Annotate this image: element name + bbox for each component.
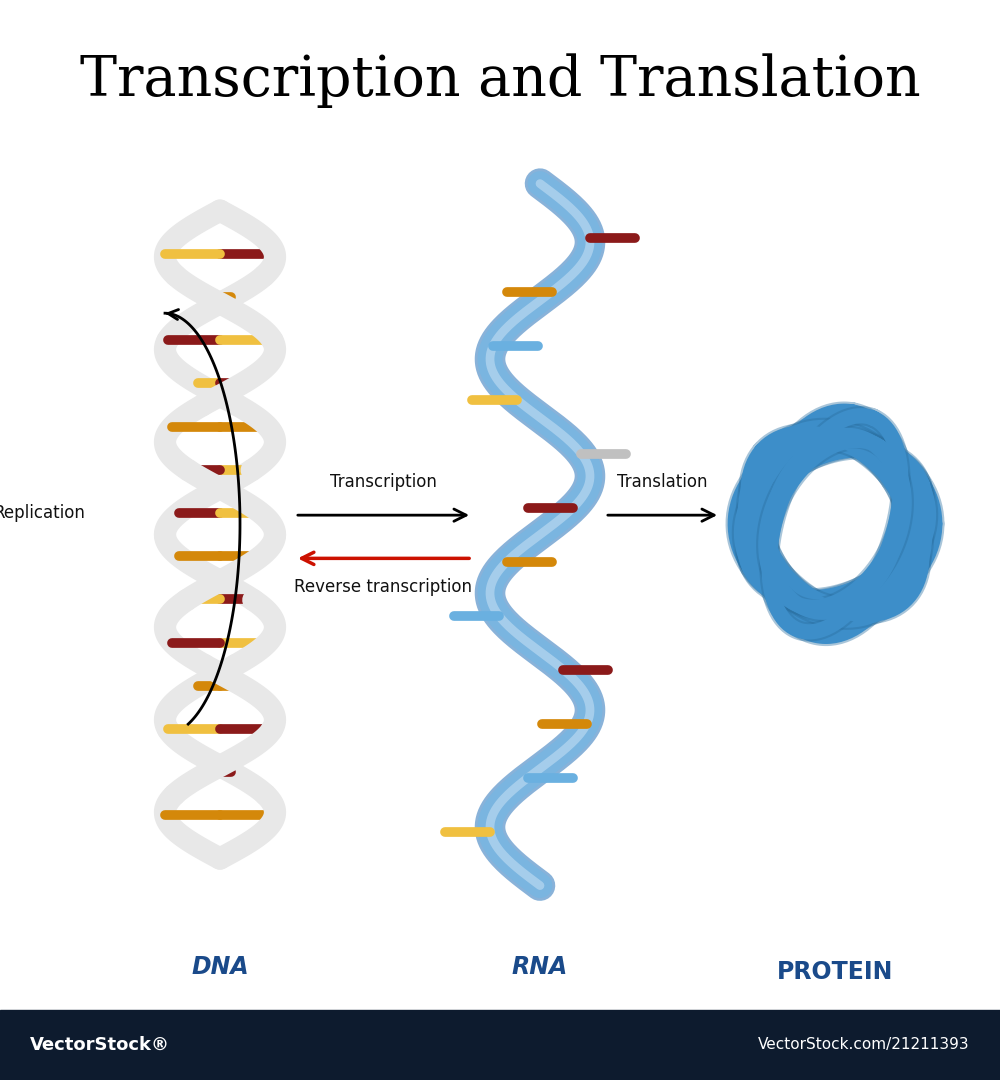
Text: Transcription: Transcription xyxy=(330,473,437,491)
Bar xyxy=(0,1010,1000,1080)
Text: VectorStock®: VectorStock® xyxy=(30,1036,170,1054)
Text: Reverse transcription: Reverse transcription xyxy=(294,578,472,596)
Text: DNA: DNA xyxy=(191,955,249,978)
Text: Translation: Translation xyxy=(617,473,708,491)
Text: PROTEIN: PROTEIN xyxy=(777,960,893,984)
Text: RNA: RNA xyxy=(512,955,568,978)
Text: Transcription and Translation: Transcription and Translation xyxy=(80,54,920,108)
Text: VectorStock.com/21211393: VectorStock.com/21211393 xyxy=(758,1038,970,1052)
Text: Replication: Replication xyxy=(0,504,85,522)
